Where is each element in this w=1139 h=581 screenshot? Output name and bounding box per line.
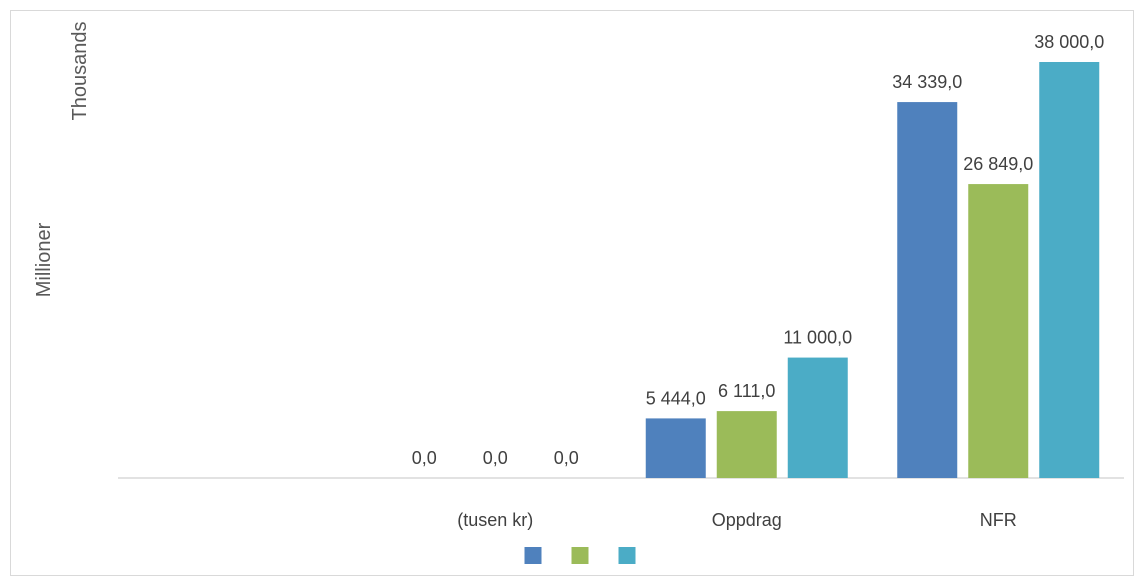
- value-labels-group: 0,0 0,0 0,0 5 444,0 6 111,0 11 000,0 34 339,0 2…: [412, 32, 1105, 468]
- legend: [524, 547, 636, 564]
- value-label-series3-cat1: 0,0: [554, 448, 579, 468]
- bar-series2-cat3: [968, 184, 1029, 479]
- category-label-3: NFR: [980, 510, 1017, 530]
- bar-series1-cat3: [897, 102, 958, 479]
- value-label-series3-cat3: 38 000,0: [1034, 32, 1104, 52]
- value-label-series2-cat3: 26 849,0: [963, 154, 1033, 174]
- value-label-series2-cat1: 0,0: [483, 448, 508, 468]
- bar-series2-cat2: [716, 411, 777, 478]
- bar-series3-cat3: [1039, 62, 1100, 478]
- legend-swatch-2: [571, 547, 589, 564]
- legend-swatch-1: [524, 547, 542, 564]
- value-label-series1-cat2: 5 444,0: [646, 388, 706, 408]
- category-label-1: (tusen kr): [457, 510, 533, 530]
- value-label-series2-cat2: 6 111,0: [718, 381, 775, 401]
- category-labels-group: (tusen kr) Oppdrag NFR: [457, 510, 1017, 530]
- bar-series3-cat2: [787, 357, 848, 478]
- chart-frame: [10, 10, 1134, 576]
- bar-series1-cat2: [645, 418, 706, 478]
- y-axis-label: Millioner: [33, 222, 55, 297]
- value-label-series3-cat2: 11 000,0: [783, 328, 852, 348]
- value-label-series1-cat1: 0,0: [412, 448, 437, 468]
- value-label-series1-cat3: 34 339,0: [892, 72, 962, 92]
- bars-group: [645, 62, 1100, 479]
- legend-swatch-3: [618, 547, 636, 564]
- unit-label: Thousands: [69, 22, 91, 121]
- category-label-2: Oppdrag: [712, 510, 782, 530]
